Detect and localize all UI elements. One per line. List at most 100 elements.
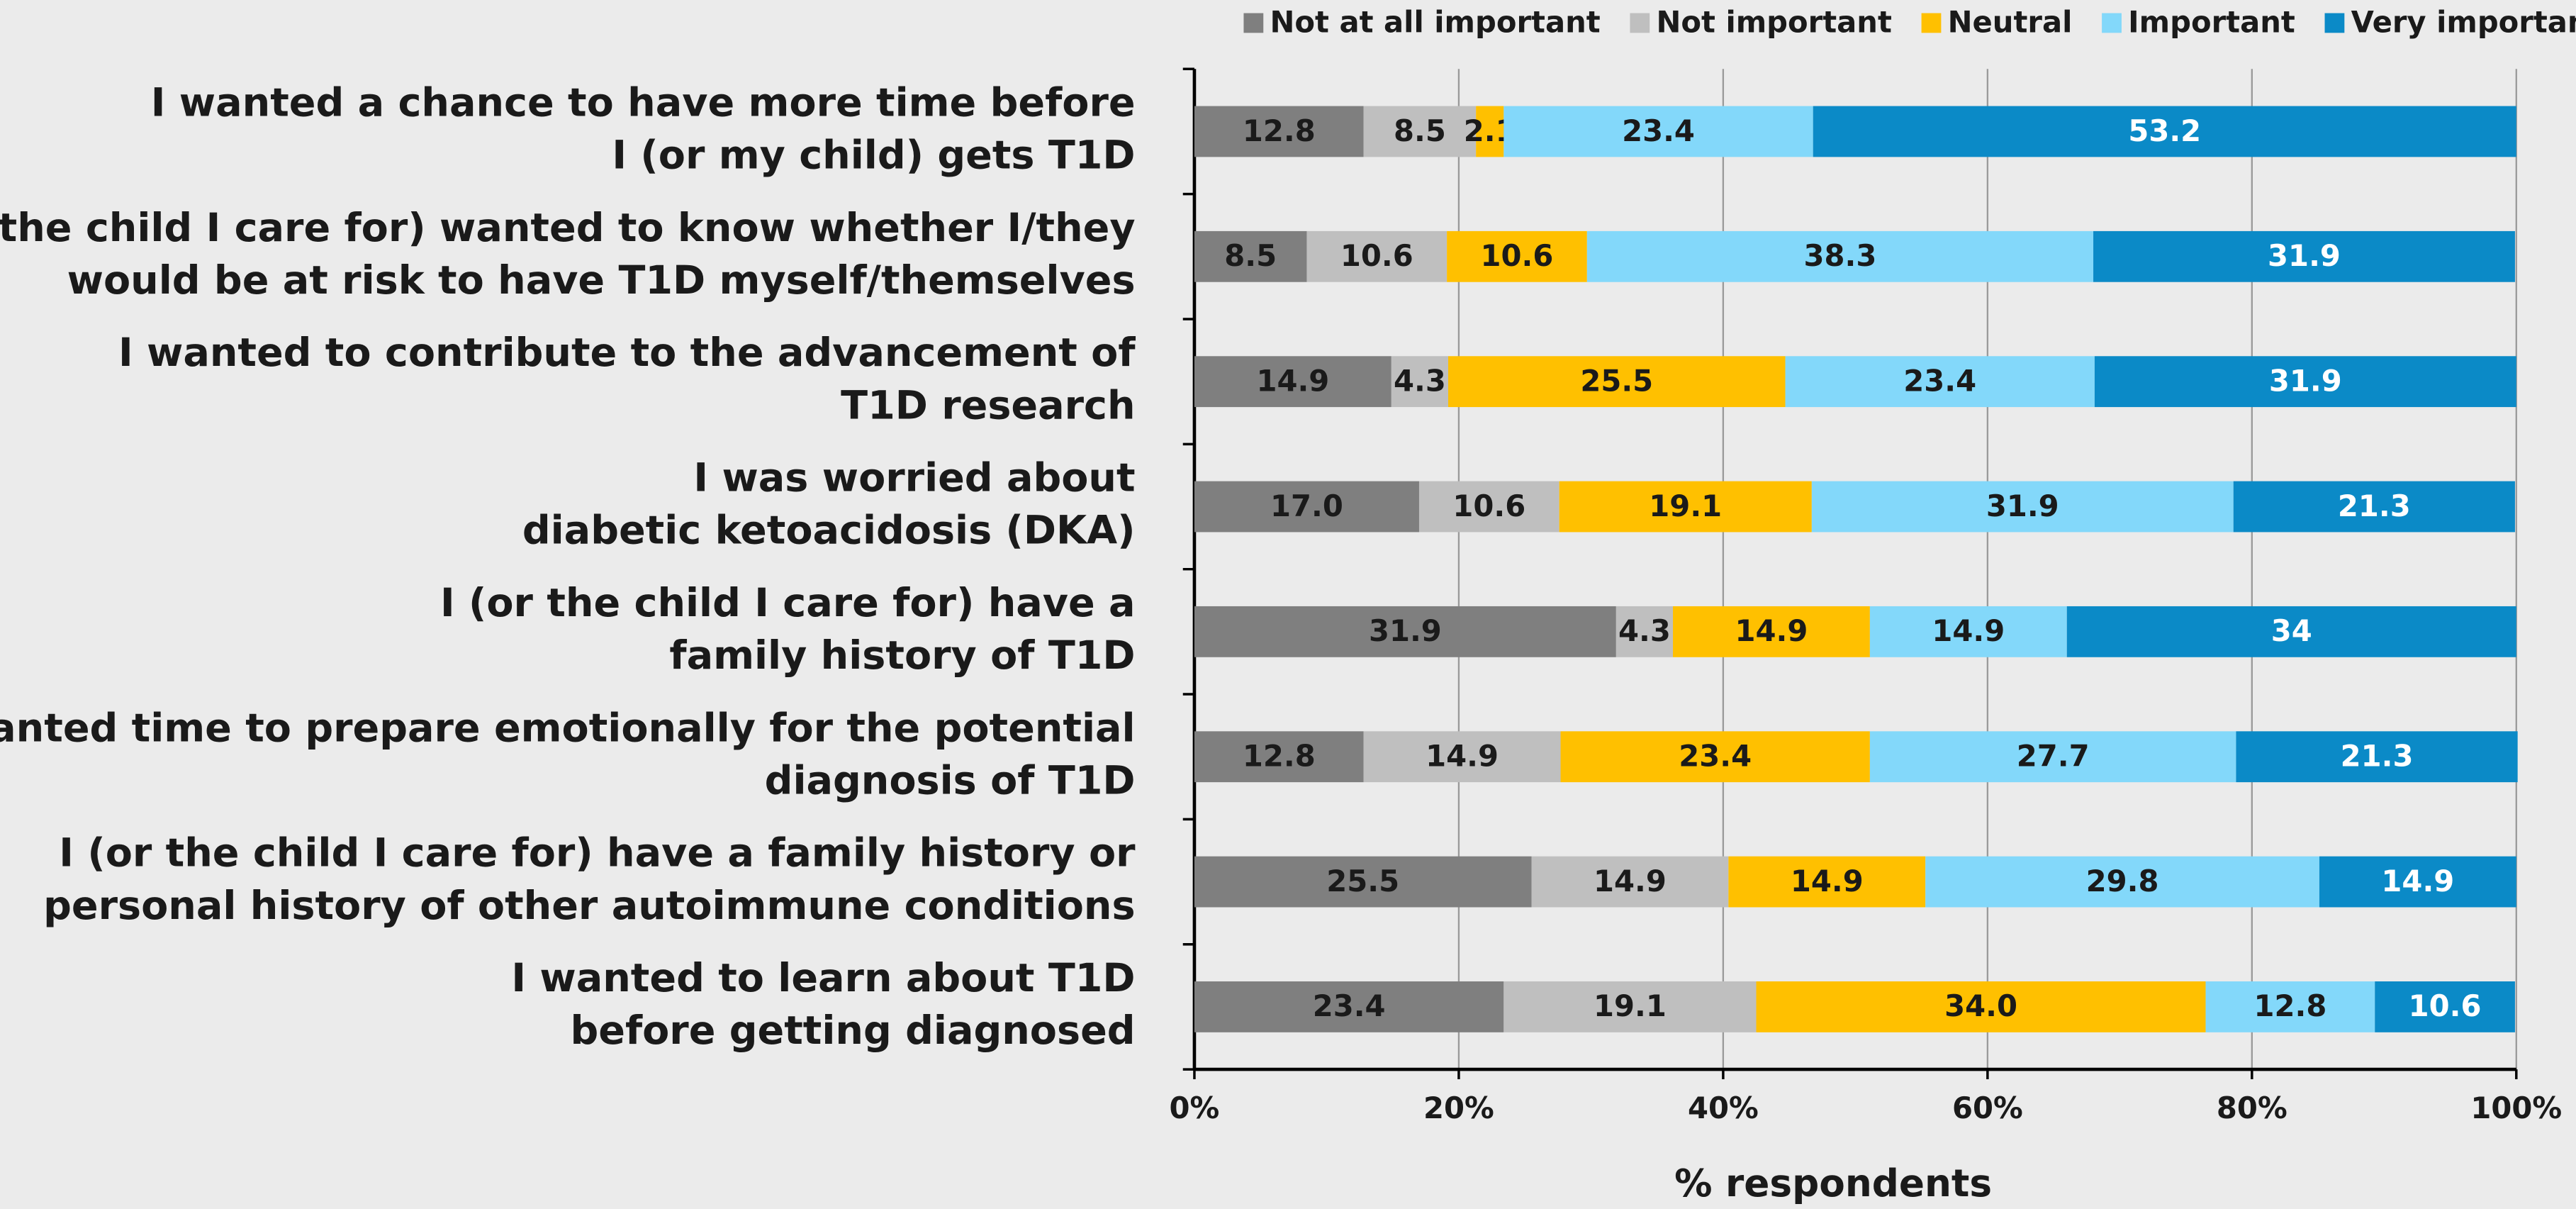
- category-label: family history of T1D: [669, 633, 1135, 679]
- bar-segment: [1476, 106, 1504, 157]
- bar-segment: [1306, 230, 1447, 282]
- bar-segment: [1194, 356, 1391, 408]
- bar-segment: [1756, 981, 2206, 1032]
- legend-label: Very important: [2351, 5, 2576, 40]
- legend-label: Neutral: [1948, 5, 2073, 40]
- data-label: 14.9: [1932, 613, 2005, 648]
- bar-segment: [1869, 731, 2236, 783]
- data-label: 14.9: [1256, 363, 1329, 398]
- bar-segment: [1503, 106, 1813, 157]
- data-label: 23.4: [1313, 988, 1386, 1023]
- data-label: 14.9: [1791, 864, 1864, 898]
- bar-segment: [1559, 481, 1812, 533]
- data-label: 14.9: [1594, 864, 1667, 898]
- data-label: 31.9: [1369, 613, 1442, 648]
- legend-label: Not important: [1656, 5, 1891, 40]
- data-label: 19.1: [1594, 988, 1667, 1023]
- data-label: 19.1: [1649, 489, 1722, 523]
- bar-segment: [1194, 981, 1504, 1032]
- bar-segment: [1728, 856, 1926, 908]
- legend-swatch: [2324, 13, 2345, 33]
- category-label: I (or the child I care for) have a: [440, 580, 1136, 626]
- legend-swatch: [1243, 13, 1264, 33]
- bar-segment: [1503, 981, 1757, 1032]
- category-label: I wanted to contribute to the advancemen…: [118, 330, 1136, 376]
- category-label: diagnosis of T1D: [765, 757, 1136, 803]
- data-label: 34: [2271, 613, 2312, 648]
- data-label: 14.9: [1426, 739, 1499, 774]
- bar-segment: [1447, 230, 1587, 282]
- bar-segment: [2093, 230, 2515, 282]
- x-tick-label: 20%: [1423, 1091, 1494, 1125]
- bar-segment: [1925, 856, 2319, 908]
- data-label: 31.9: [1986, 489, 2059, 523]
- category-label: before getting diagnosed: [570, 1008, 1135, 1054]
- data-label: 53.2: [2128, 113, 2201, 148]
- category-label: I wanted a chance to have more time befo…: [151, 80, 1136, 126]
- data-label: 29.8: [2086, 864, 2159, 898]
- data-label: 8.5: [1224, 238, 1277, 273]
- data-label: 25.5: [1580, 363, 1653, 398]
- data-label: 38.3: [1804, 238, 1877, 273]
- bar-segment: [2375, 981, 2515, 1032]
- bar-segment: [2066, 606, 2516, 657]
- data-label: 31.9: [2268, 238, 2341, 273]
- data-label: 4.3: [1394, 363, 1446, 398]
- category-label: I was worried about: [693, 455, 1135, 501]
- data-label: 10.6: [1481, 238, 1554, 273]
- data-label: 17.0: [1270, 489, 1343, 523]
- data-label: 12.8: [1243, 739, 1316, 774]
- bar-segment: [1615, 606, 1674, 657]
- data-label: 25.5: [1326, 864, 1399, 898]
- data-label: 10.6: [2409, 988, 2482, 1023]
- bar-segment: [1194, 731, 1364, 783]
- bar-segment: [2205, 981, 2375, 1032]
- bar-segment: [2236, 731, 2518, 783]
- bar-segment: [1811, 481, 2234, 533]
- data-label: 10.6: [1452, 489, 1525, 523]
- x-tick-label: 40%: [1688, 1091, 1759, 1125]
- data-label: 23.4: [1679, 739, 1752, 774]
- x-tick-label: 100%: [2470, 1091, 2562, 1125]
- bar-segment: [2094, 356, 2516, 408]
- data-label: 12.8: [1243, 113, 1316, 148]
- legend-label: Important: [2128, 5, 2295, 40]
- category-label: diabetic ketoacidosis (DKA): [522, 508, 1136, 554]
- bar-segment: [1448, 356, 1786, 408]
- bar-segment: [2233, 481, 2515, 533]
- legend-swatch: [1630, 13, 1650, 33]
- legend-swatch: [1921, 13, 1942, 33]
- category-label: I wanted time to prepare emotionally for…: [0, 705, 1136, 751]
- bar-segment: [1869, 606, 2067, 657]
- data-label: 23.4: [1903, 363, 1976, 398]
- bar-segment: [1531, 856, 1729, 908]
- bar-segment: [1194, 481, 1419, 533]
- data-label: 23.4: [1622, 113, 1695, 148]
- x-tick-label: 0%: [1170, 1091, 1220, 1125]
- bar-segment: [1785, 356, 2095, 408]
- data-label: 4.3: [1618, 613, 1671, 648]
- category-label: I wanted to learn about T1D: [511, 955, 1135, 1001]
- bar-segment: [1194, 856, 1532, 908]
- data-label: 14.9: [1735, 613, 1808, 648]
- data-label: 21.3: [2341, 739, 2414, 774]
- data-label: 8.5: [1394, 113, 1446, 148]
- bar-segment: [1586, 230, 2094, 282]
- data-label: 14.9: [2381, 864, 2454, 898]
- bar-segment: [1194, 230, 1307, 282]
- x-axis-title: % respondents: [1674, 1161, 1992, 1205]
- category-label: I (or the child I care for) wanted to kn…: [0, 205, 1136, 251]
- legend-label: Not at all important: [1270, 5, 1601, 40]
- x-tick-label: 80%: [2217, 1091, 2287, 1125]
- bar-segment: [1194, 106, 1364, 157]
- bar-segment: [1560, 731, 1870, 783]
- category-label: I (or the child I care for) have a famil…: [59, 830, 1136, 876]
- category-label: T1D research: [841, 382, 1135, 428]
- data-label: 10.6: [1340, 238, 1413, 273]
- bar-segment: [1391, 356, 1449, 408]
- category-label: would be at risk to have T1D myself/them…: [67, 257, 1136, 303]
- bar-segment: [1418, 481, 1559, 533]
- category-label: I (or my child) gets T1D: [612, 133, 1135, 179]
- bar-segment: [1673, 606, 1870, 657]
